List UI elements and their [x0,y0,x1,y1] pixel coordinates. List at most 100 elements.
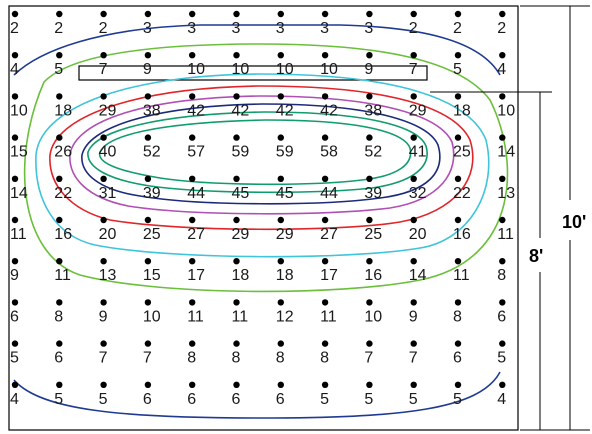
grid-value: 3 [276,20,285,37]
grid-value: 20 [409,226,427,243]
grid-point [144,381,152,388]
grid-value: 10 [232,61,250,78]
grid-point [56,381,63,388]
contour-lines [13,24,509,293]
grid-point [321,381,329,388]
grid-value: 29 [232,226,250,243]
grid-point [321,175,329,182]
grid-value: 4 [10,61,19,78]
grid-point [499,381,506,388]
grid-point [366,381,373,388]
grid-value: 15 [143,267,161,284]
grid-value: 29 [276,226,294,243]
contour-32 [69,95,455,215]
total-dimension-label: 10' [562,212,586,232]
grid-value: 25 [364,226,382,243]
grid-value: 5 [54,391,63,408]
grid-point [100,93,107,100]
contour-40 [81,103,441,205]
grid-value: 22 [453,185,471,202]
grid-value: 7 [364,350,373,367]
grid-value: 7 [99,350,108,367]
contour-5 [13,371,501,419]
grid-point [189,93,196,100]
grid-value: 42 [232,102,250,119]
grid-value: 2 [409,20,418,37]
grid-value: 27 [187,226,205,243]
grid-point [366,299,373,306]
grid-value: 14 [409,267,427,284]
grid-point [366,134,373,141]
grid-point [277,52,284,59]
grid-value: 2 [10,20,19,37]
grid-value: 39 [364,185,382,202]
grid-value: 11 [187,308,204,325]
grid-value: 16 [54,226,72,243]
grid-point [189,52,196,59]
grid-value: 42 [320,102,338,119]
grid-point [454,299,462,306]
dimension-mounting: 8' [430,91,552,430]
grid-value: 8 [276,350,285,367]
grid-value: 16 [453,226,471,243]
grid-value: 44 [187,185,205,202]
mounting-dimension-label: 8' [529,246,543,266]
grid-value: 38 [364,102,382,119]
grid-point [233,10,240,18]
grid-point [100,340,107,347]
grid-value: 13 [497,185,515,202]
grid-value: 11 [320,308,337,325]
grid-value: 40 [99,144,117,161]
grid-point [189,10,196,18]
grid-value: 8 [453,308,462,325]
grid-value: 9 [409,308,418,325]
grid-point [144,299,152,306]
grid-point [499,216,506,224]
grid-point [366,93,373,100]
grid-value: 52 [143,144,161,161]
grid-value: 5 [453,61,462,78]
grid-point [499,134,506,141]
grid-point [410,134,417,141]
grid-point [56,258,63,265]
grid-value: 2 [497,20,506,37]
grid-value: 57 [187,144,205,161]
grid-value: 59 [232,144,250,161]
grid-value: 9 [99,308,108,325]
grid-value: 5 [364,391,373,408]
grid-value: 7 [409,350,418,367]
grid-point [144,52,152,59]
grid-value: 45 [232,185,250,202]
grid-value: 59 [276,144,294,161]
grid-value: 29 [99,102,117,119]
grid-value: 2 [99,20,108,37]
grid-point [277,299,284,306]
grid-point [321,216,329,224]
grid-point [454,381,462,388]
grid-point [56,10,63,18]
grid-point [499,10,506,18]
grid-point [499,258,506,265]
grid-value: 15 [10,144,28,161]
grid-point [56,134,63,141]
grid-point [321,52,329,59]
grid-point [11,258,19,265]
grid-point [56,52,63,59]
grid-value: 31 [99,185,117,202]
grid-value: 42 [187,102,205,119]
grid-point [11,134,19,141]
grid-value: 4 [497,391,506,408]
grid-point [410,93,417,100]
grid-point [321,10,329,18]
grid-value: 6 [497,308,506,325]
grid-point [366,340,373,347]
grid-point [454,340,462,347]
grid-value: 7 [143,350,152,367]
dimension-total: 10' [520,5,590,431]
grid-point [144,134,152,141]
grid-value: 17 [320,267,338,284]
grid-value: 14 [10,185,28,202]
grid-value: 2 [453,20,462,37]
grid-value: 3 [187,20,196,37]
grid-point [321,299,329,306]
